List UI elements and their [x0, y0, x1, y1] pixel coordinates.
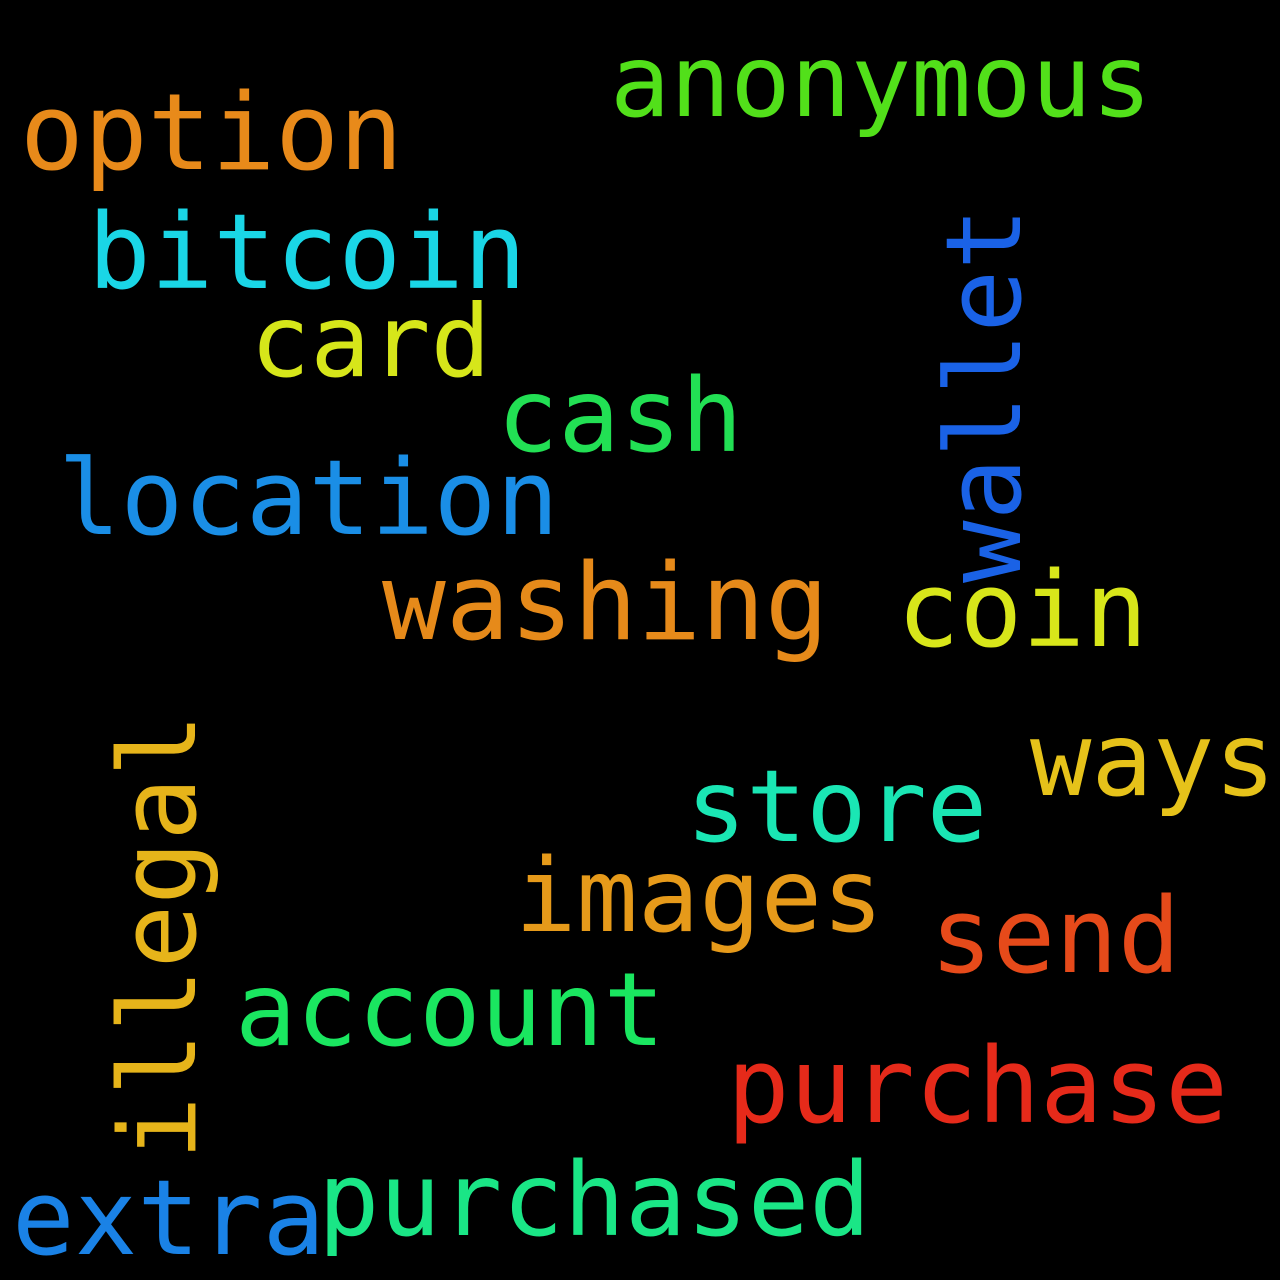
word-bitcoin: bitcoin	[88, 191, 527, 313]
word-location: location	[58, 437, 559, 559]
word-wallet: wallet	[923, 207, 1045, 583]
word-cash: cash	[497, 357, 743, 476]
word-images: images	[515, 837, 884, 956]
word-extra: extra	[12, 1157, 326, 1279]
word-send: send	[930, 875, 1181, 997]
word-coin: coin	[897, 549, 1148, 671]
word-anonymous: anonymous	[610, 23, 1152, 140]
word-illegal: illegal	[97, 713, 220, 1160]
word-account: account	[235, 951, 665, 1070]
word-card: card	[250, 283, 491, 400]
word-store: store	[686, 748, 988, 865]
word-washing: washing	[382, 541, 829, 664]
word-ways: ways	[1030, 701, 1276, 820]
word-purchase: purchase	[727, 1025, 1228, 1147]
word-purchased: purchased	[318, 1141, 871, 1260]
word-option: option	[20, 71, 403, 194]
